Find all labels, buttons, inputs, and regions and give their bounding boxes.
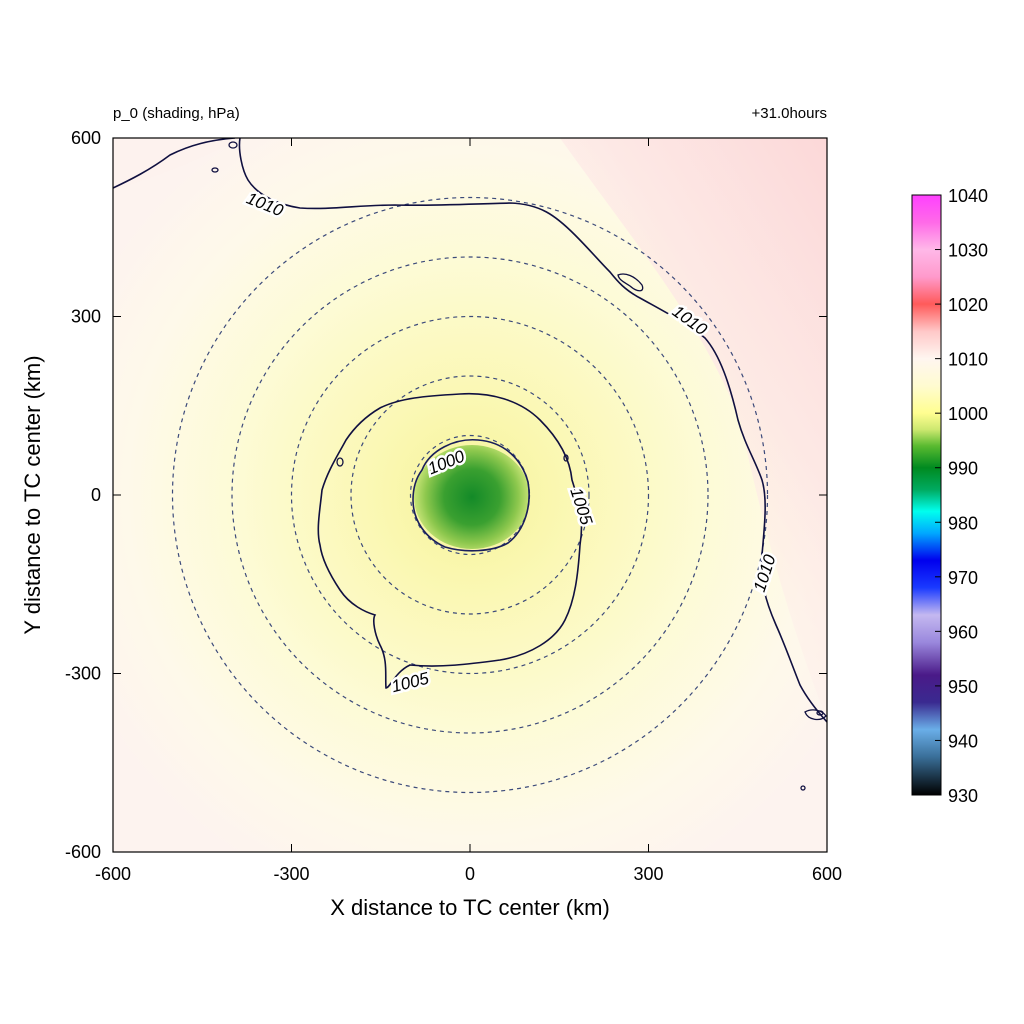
y-tick-label: -300 — [65, 664, 101, 684]
colorbar-tick-label: 940 — [948, 731, 978, 751]
colorbar-tick-label: 960 — [948, 622, 978, 642]
range-circle — [290, 315, 650, 675]
range-circles — [171, 196, 769, 794]
range-circle — [350, 375, 590, 615]
plot-area: 1000 1005 1005 1010 1010 1010 — [113, 138, 827, 852]
colorbar-tick-label: 1010 — [948, 350, 988, 370]
colorbar-tick-label: 990 — [948, 459, 978, 479]
chart-title-left: p_0 (shading, hPa) — [113, 105, 240, 122]
shading-tc-core — [414, 445, 530, 549]
chart-title-right: +31.0hours — [752, 105, 827, 122]
contour-1010-nw — [113, 138, 236, 189]
x-tick-label: 300 — [633, 864, 663, 884]
colorbar-tick-label: 950 — [948, 677, 978, 697]
y-tick-label: 600 — [71, 128, 101, 148]
x-axis-label: X distance to TC center (km) — [330, 895, 610, 920]
contour-1005 — [317, 392, 583, 689]
colorbar-tick-label: 1030 — [948, 241, 988, 261]
colorbar-tick-label: 1000 — [948, 404, 988, 424]
y-axis: 600 300 0 -300 -600 — [65, 128, 827, 862]
contour-1010-east — [238, 138, 827, 723]
range-circle — [231, 256, 709, 734]
colorbar-ramp — [911, 194, 942, 796]
shading-nw — [113, 138, 240, 190]
x-tick-label: 600 — [812, 864, 842, 884]
colorbar-tick-label: 970 — [948, 568, 978, 588]
contour-islands — [211, 141, 827, 791]
colorbar-tick-label: 1020 — [948, 295, 988, 315]
colorbar-tick-label: 1040 — [948, 186, 988, 206]
x-tick-label: 0 — [465, 864, 475, 884]
shading-high-pressure — [560, 138, 827, 720]
y-tick-label: 0 — [91, 485, 101, 505]
x-tick-label: -600 — [95, 864, 131, 884]
colorbar-tick-label: 980 — [948, 513, 978, 533]
colorbar-tick-label: 930 — [948, 786, 978, 806]
range-circle — [171, 196, 769, 794]
contour-1000 — [412, 439, 530, 552]
y-tick-label: 300 — [71, 307, 101, 327]
y-tick-label: -600 — [65, 842, 101, 862]
y-axis-label: Y distance to TC center (km) — [20, 355, 45, 634]
colorbar: 1040 1030 1020 1010 1000 990 980 970 960 950 940 93… — [911, 186, 988, 806]
x-axis: -600 -300 0 300 600 — [95, 138, 842, 884]
x-tick-label: -300 — [273, 864, 309, 884]
colorbar-ticks: 1040 1030 1020 1010 1000 990 980 970 960 950 940 93… — [935, 186, 988, 806]
